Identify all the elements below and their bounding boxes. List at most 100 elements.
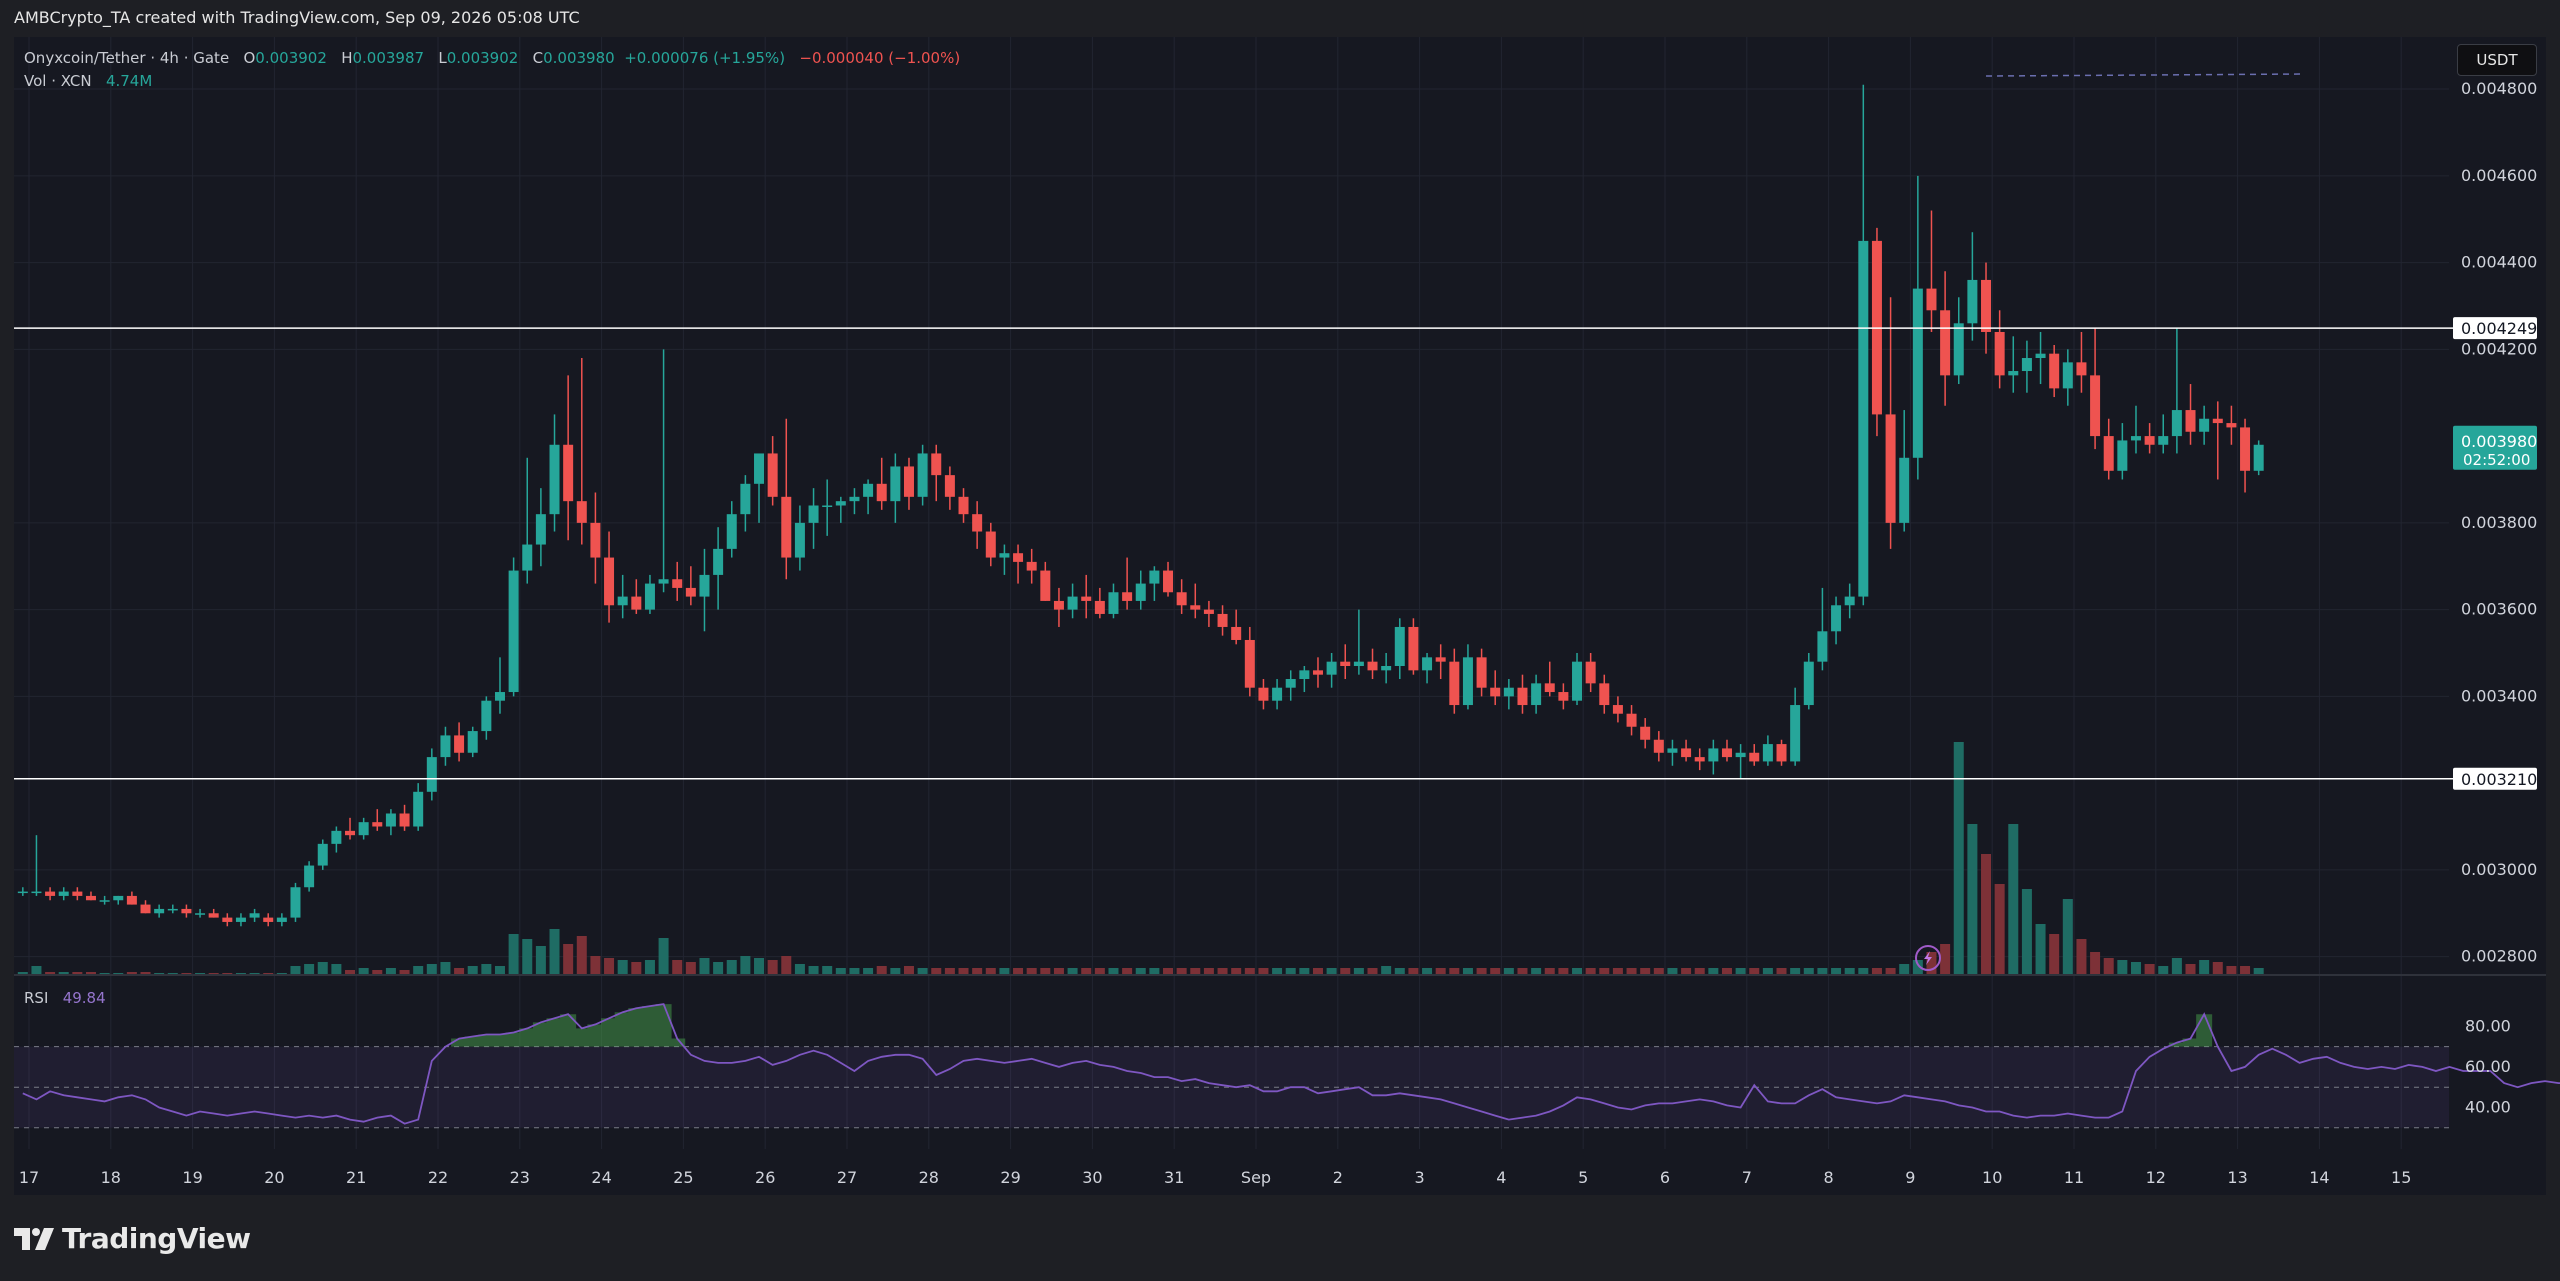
volume-bar [167, 973, 178, 974]
volume-bar [1858, 968, 1869, 974]
volume-bar [208, 973, 219, 974]
tradingview-logo-icon [14, 1227, 54, 1250]
volume-bar [1612, 968, 1623, 974]
currency-button[interactable]: USDT [2457, 44, 2537, 76]
low-value: 0.003902 [446, 49, 519, 67]
bar-countdown-label: 02:52:00 [2463, 451, 2530, 469]
candle-body [1640, 726, 1651, 740]
tradingview-logo[interactable]: TradingView [14, 1222, 251, 1255]
candle-body [1326, 661, 1337, 675]
candle-body [644, 583, 655, 610]
volume-bar [699, 958, 710, 974]
candle-body [1340, 661, 1351, 667]
candle-body [249, 913, 260, 918]
candle-body [2035, 353, 2046, 359]
volume-bar [276, 973, 287, 974]
candle-body [903, 466, 914, 497]
candle-body [494, 692, 505, 701]
candle-body [931, 453, 942, 476]
volume-bar [31, 966, 42, 974]
candle-body [1544, 683, 1555, 693]
time-axis: 17 18 19 20 21 22 23 24 25 26 27 28 29 30 31 Sep 2 3 4 5 6 7 8… [19, 1168, 2412, 1187]
candle-body [985, 531, 996, 558]
symbol-name[interactable]: Onyxcoin/Tether · 4h · Gate [24, 49, 230, 67]
candle-body [85, 895, 96, 901]
candle-body [1094, 600, 1105, 614]
volume-bar [1231, 968, 1242, 974]
volume-bar [1340, 968, 1351, 974]
volume-bar [2144, 964, 2155, 974]
volume-bar [2199, 960, 2210, 974]
candle-body [849, 496, 860, 502]
candle-body [999, 553, 1010, 558]
level-lines [14, 73, 2453, 780]
close-value: 0.003980 [543, 49, 615, 67]
time-tick-label: 25 [673, 1168, 693, 1187]
time-tick-label: 2 [1333, 1168, 1343, 1187]
volume-bar [1258, 968, 1269, 974]
volume-bar [140, 972, 151, 974]
volume-bar [1762, 968, 1773, 974]
price-axis: 0.004800 0.004600 0.004400 0.004200 0.003800… [2453, 79, 2537, 1116]
time-tick-label: 28 [919, 1168, 939, 1187]
candle-body [2090, 375, 2101, 437]
candle-body [1244, 639, 1255, 688]
volume-bar [249, 973, 260, 974]
rsi-label[interactable]: RSI [24, 989, 49, 1007]
volume-bar [290, 966, 301, 974]
candle-body [863, 483, 874, 497]
volume-bar [2240, 966, 2251, 974]
open-label: O [243, 49, 256, 67]
candle-body [1272, 687, 1283, 701]
candle-body [454, 735, 465, 753]
candle-body [808, 505, 819, 523]
volume-bar [1694, 968, 1705, 974]
candle-body [1803, 661, 1814, 706]
price-tick-label: 0.002800 [2461, 947, 2537, 966]
volume-bar [1449, 968, 1460, 974]
volume-label[interactable]: Vol · XCN [24, 72, 92, 90]
close-label: C [532, 49, 544, 67]
volume-bar [1749, 968, 1760, 974]
volume-bar [1708, 968, 1719, 974]
candle-body [2008, 371, 2019, 376]
candle-body [426, 757, 437, 792]
candle-body [1203, 609, 1214, 614]
candle-body [958, 496, 969, 515]
volume-bar [754, 958, 765, 974]
price-tick-label: 0.004600 [2461, 166, 2537, 185]
volume-bar [181, 973, 192, 974]
candle-body [345, 830, 356, 836]
volume-bar [1272, 968, 1283, 974]
candle-body [222, 917, 233, 922]
candles [17, 84, 2264, 927]
candle-body [1694, 757, 1705, 762]
volume-bar [2035, 924, 2046, 974]
candle-body [1299, 670, 1310, 680]
volume-bar [1353, 968, 1364, 974]
candle-body [1108, 592, 1119, 614]
volume-bar [1190, 968, 1201, 974]
candle-body [126, 895, 137, 905]
candle-body [781, 496, 792, 558]
volume-bar [522, 939, 533, 974]
lightning-icon[interactable] [1915, 945, 1941, 971]
candle-body [822, 505, 833, 507]
candle-body [440, 735, 451, 758]
candle-body [235, 917, 246, 922]
volume-bar [590, 956, 601, 974]
candle-body [563, 444, 574, 502]
volume-bar [1585, 968, 1596, 974]
candle-body [1026, 561, 1037, 571]
candle-body [631, 596, 642, 610]
volume-bar [58, 972, 69, 974]
candle-body [1408, 626, 1419, 671]
candle-body [1067, 596, 1078, 610]
candle-body [290, 887, 301, 918]
volume-bar [1462, 968, 1473, 974]
candle-body [1708, 748, 1719, 762]
volume-bar [1026, 968, 1037, 974]
candle-body [1817, 631, 1828, 662]
rsi-tick-label: 40.00 [2465, 1097, 2511, 1116]
